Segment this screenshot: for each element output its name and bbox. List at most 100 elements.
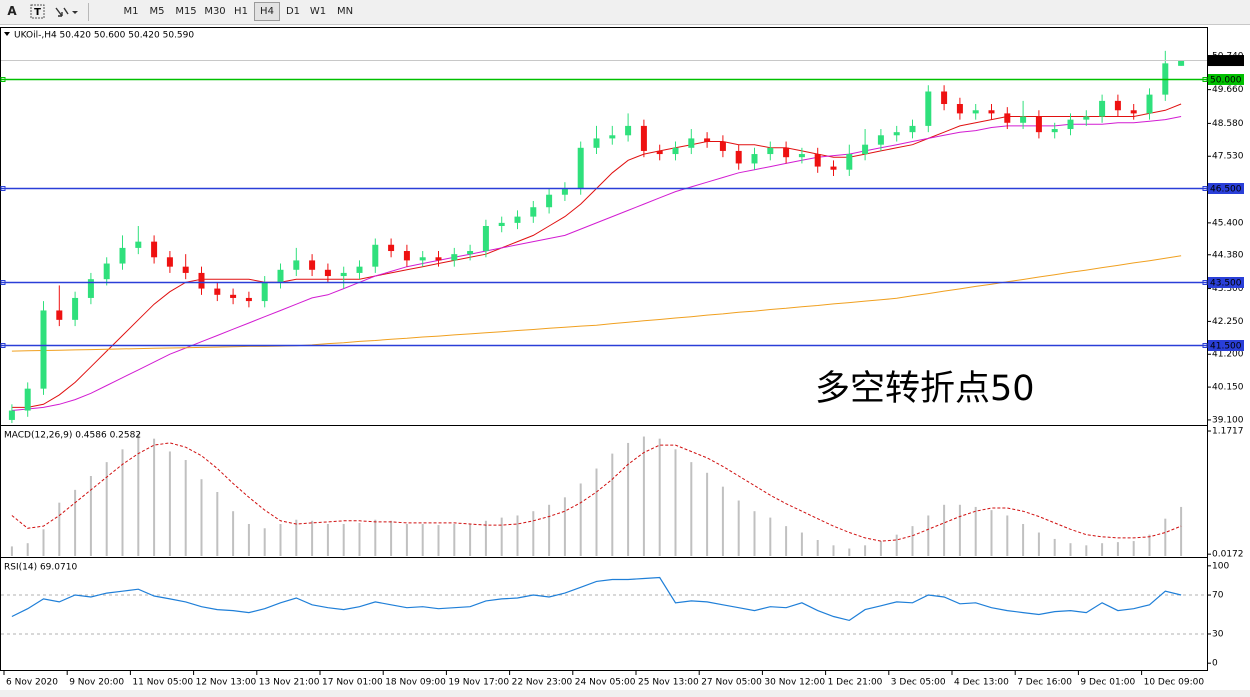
candle-body bbox=[56, 310, 63, 320]
histogram-bar bbox=[911, 526, 914, 556]
candle-body bbox=[877, 135, 884, 145]
moving-average bbox=[11, 255, 1182, 352]
histogram-bar bbox=[706, 472, 709, 556]
x-tick-label: 9 Dec 01:00 bbox=[1080, 678, 1135, 688]
annotation: 多空转折点50 bbox=[815, 369, 1035, 409]
candle-body bbox=[435, 257, 442, 261]
chart: 39.100 40.150 41.200 42.250 43.300 44.380 45.4… bbox=[0, 25, 1250, 697]
timeframe-button[interactable]: W1 bbox=[309, 6, 327, 17]
timeframe-button[interactable]: MN bbox=[336, 6, 354, 17]
histogram-bar bbox=[153, 438, 156, 556]
histogram-bar bbox=[864, 545, 867, 556]
candle-body bbox=[1020, 116, 1027, 123]
candle-body bbox=[261, 282, 268, 302]
candle-body bbox=[198, 272, 205, 289]
timeframe-button[interactable]: M15 bbox=[175, 6, 197, 17]
y-tick-label: 44.380 bbox=[1212, 250, 1244, 260]
level-tag bbox=[1208, 277, 1244, 288]
y-tick-label: 39.100 bbox=[1212, 415, 1244, 425]
histogram-bar bbox=[74, 489, 77, 556]
histogram-bar bbox=[943, 504, 946, 556]
x-tick-label: 25 Nov 13:00 bbox=[638, 678, 699, 688]
histogram-bar bbox=[1148, 534, 1151, 556]
text-tool[interactable]: A bbox=[7, 4, 17, 18]
histogram-bar bbox=[832, 545, 835, 556]
histogram-bar bbox=[105, 462, 108, 556]
histogram-bar bbox=[1164, 518, 1167, 556]
timeframe-button[interactable]: H1 bbox=[234, 6, 248, 17]
candle-body bbox=[956, 104, 963, 114]
y-tick-label: 45.400 bbox=[1212, 218, 1244, 228]
text-label-tool[interactable]: T bbox=[30, 4, 46, 20]
histogram-bar bbox=[10, 546, 13, 556]
x-tick-label: 19 Nov 17:00 bbox=[448, 678, 509, 688]
candle-body bbox=[293, 260, 300, 270]
histogram-bar bbox=[1053, 538, 1056, 556]
histogram-bar bbox=[311, 520, 314, 556]
histogram-bar bbox=[121, 449, 124, 556]
candle-body bbox=[609, 135, 616, 139]
candle-body bbox=[1178, 60, 1185, 66]
histogram-bar bbox=[1037, 532, 1040, 556]
level-label: 50.000 bbox=[1210, 76, 1242, 86]
timeframe-button[interactable]: M30 bbox=[204, 6, 226, 17]
status-strip bbox=[0, 690, 1250, 697]
timeframe-button[interactable]: M1 bbox=[123, 6, 139, 17]
candle-body bbox=[1083, 116, 1090, 120]
histogram-bar bbox=[958, 504, 961, 556]
histogram-bar bbox=[500, 517, 503, 556]
panel bbox=[1, 576, 1207, 635]
histogram-bar bbox=[721, 486, 724, 556]
candle-body bbox=[103, 263, 110, 280]
moving-average bbox=[11, 116, 1182, 411]
candle-body bbox=[941, 91, 948, 105]
candle-body bbox=[846, 154, 853, 170]
candle-body bbox=[1004, 113, 1011, 123]
timeframe-button[interactable]: D1 bbox=[285, 6, 301, 17]
histogram-bar bbox=[421, 524, 424, 556]
histogram-bar bbox=[642, 436, 645, 556]
histogram-bar bbox=[1006, 515, 1009, 556]
arrows-tool[interactable] bbox=[54, 4, 80, 20]
timeframe-button[interactable]: M5 bbox=[149, 6, 165, 17]
candle-body bbox=[909, 125, 916, 133]
histogram-bar bbox=[990, 510, 993, 556]
histogram-bar bbox=[1069, 543, 1072, 556]
level-label: 46.500 bbox=[1210, 185, 1242, 195]
candle-body bbox=[830, 166, 837, 170]
x-tick-label: 9 Nov 20:00 bbox=[69, 678, 124, 688]
histogram-bar bbox=[927, 515, 930, 556]
level-tag bbox=[1208, 183, 1244, 194]
candle-body bbox=[988, 110, 995, 114]
histogram-bar bbox=[484, 520, 487, 556]
rsi-line bbox=[11, 576, 1182, 622]
histogram-bar bbox=[516, 515, 519, 556]
histogram-bar bbox=[1180, 506, 1183, 556]
panel bbox=[1, 50, 1207, 424]
histogram-bar bbox=[437, 525, 440, 556]
level-tag bbox=[1208, 74, 1244, 85]
histogram-bar bbox=[895, 534, 898, 556]
candle-body bbox=[245, 297, 252, 302]
histogram-bar bbox=[1085, 545, 1088, 556]
y-tick-label: 48.580 bbox=[1212, 119, 1244, 129]
icon bbox=[72, 11, 78, 14]
histogram-bar bbox=[390, 520, 393, 556]
histogram-bar bbox=[26, 543, 29, 556]
level-anchor bbox=[0, 280, 6, 285]
histogram-bar bbox=[816, 540, 819, 556]
x-tick-label: 11 Nov 05:00 bbox=[132, 678, 193, 688]
histogram-bar bbox=[405, 524, 408, 556]
plot-frame bbox=[0, 27, 1208, 671]
candle-body bbox=[451, 254, 458, 261]
candle-body bbox=[309, 260, 316, 270]
histogram-bar bbox=[1022, 524, 1025, 556]
x-tick-label: 18 Nov 09:00 bbox=[385, 678, 446, 688]
chart-background bbox=[0, 25, 1250, 697]
candle-body bbox=[388, 244, 395, 252]
timeframe-button[interactable]: H4 bbox=[254, 2, 280, 21]
candle-body bbox=[862, 144, 869, 155]
y-tick-label: 43.300 bbox=[1212, 284, 1244, 294]
icon bbox=[55, 7, 69, 17]
last-price-tag bbox=[1208, 55, 1244, 67]
